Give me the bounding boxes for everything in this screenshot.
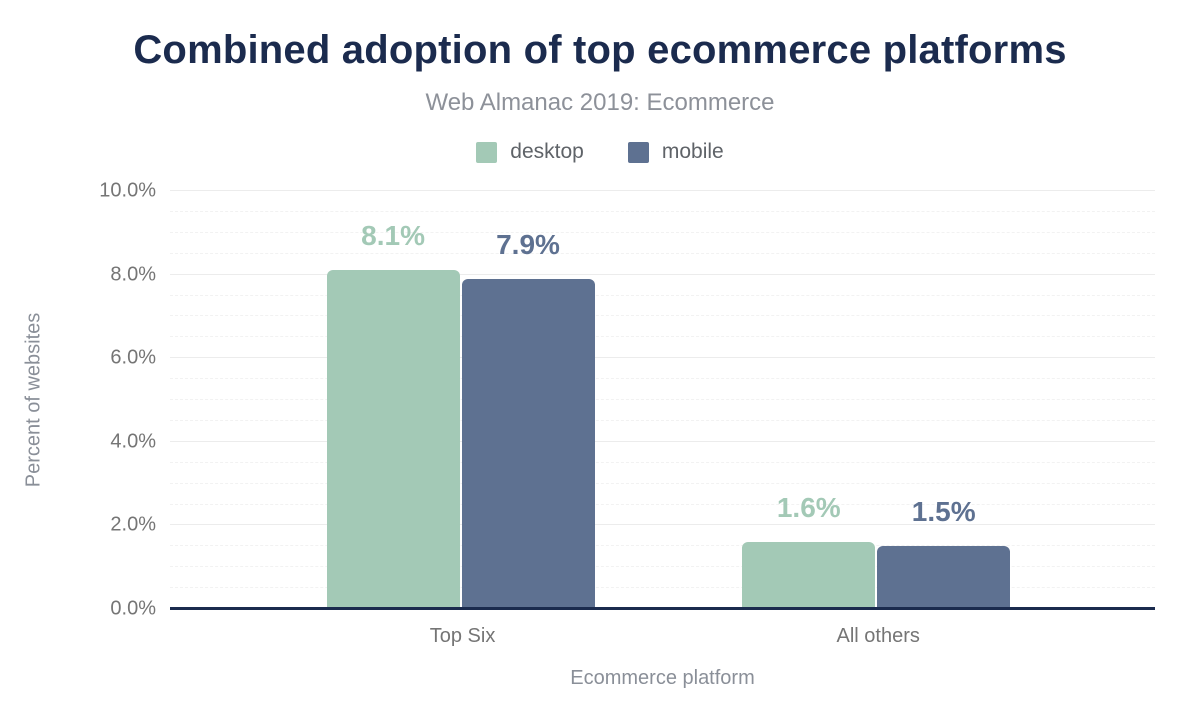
bar-slot-mobile-all-others: 1.5% <box>877 191 1011 609</box>
y-tick-2: 2.0% <box>110 513 156 536</box>
major-gridline <box>170 357 1155 359</box>
bar-mobile-top-six[interactable] <box>461 278 595 609</box>
bar-mobile-all-others[interactable] <box>877 546 1011 609</box>
major-gridline <box>170 524 1155 526</box>
y-axis-title: Percent of websites <box>22 312 45 488</box>
legend-label-desktop: desktop <box>510 140 584 163</box>
chart-area: Percent of websites 0.0% 2.0% 4.0% 6.0% … <box>0 180 1200 711</box>
legend-item-desktop[interactable]: desktop <box>476 140 584 164</box>
bar-value-label-mobile-all-others: 1.5% <box>911 496 976 528</box>
minor-gridline <box>170 378 1155 380</box>
minor-gridline <box>170 545 1155 547</box>
minor-gridline <box>170 482 1155 484</box>
y-tick-6: 6.0% <box>110 346 156 369</box>
bar-value-label-desktop-top-six: 8.1% <box>361 220 425 252</box>
minor-gridline <box>170 315 1155 317</box>
chart-subtitle: Web Almanac 2019: Ecommerce <box>425 89 775 116</box>
bar-value-label-mobile-top-six: 7.9% <box>496 228 560 260</box>
x-category-all-others: All others <box>836 625 920 647</box>
chart-title: Combined adoption of top ecommerce platf… <box>133 28 1067 72</box>
major-gridline <box>170 440 1155 442</box>
y-tick-10: 10.0% <box>99 179 156 202</box>
minor-gridline <box>170 566 1155 568</box>
bar-slot-desktop-top-six: 8.1% <box>326 191 460 609</box>
bar-desktop-top-six[interactable] <box>326 270 460 609</box>
legend-item-mobile[interactable]: mobile <box>627 140 724 164</box>
minor-gridline <box>170 294 1155 296</box>
minor-gridline <box>170 231 1155 233</box>
bar-value-label-desktop-all-others: 1.6% <box>776 492 841 524</box>
y-tick-4: 4.0% <box>110 430 156 453</box>
minor-gridline <box>170 419 1155 421</box>
desktop-swatch-icon <box>476 141 498 163</box>
bar-slot-mobile-top-six: 7.9% <box>461 191 595 609</box>
y-tick-0: 0.0% <box>110 597 156 620</box>
plot-area: 0.0% 2.0% 4.0% 6.0% 8.0% 10.0% 8.1% 7.9%… <box>99 180 1155 689</box>
minor-gridline <box>170 503 1155 505</box>
minor-gridline <box>170 587 1155 589</box>
legend-label-mobile: mobile <box>661 140 724 163</box>
minor-gridline <box>170 210 1155 212</box>
major-gridline <box>170 190 1155 191</box>
minor-gridline <box>170 252 1155 254</box>
x-category-top-six: Top Six <box>429 625 496 647</box>
minor-gridline <box>170 336 1155 338</box>
x-axis-title: Ecommerce platform <box>570 667 755 689</box>
x-axis-baseline <box>170 607 1155 610</box>
bar-desktop-all-others[interactable] <box>742 542 876 609</box>
minor-gridline <box>170 399 1155 400</box>
legend: desktop mobile <box>0 140 1200 164</box>
bar-slot-desktop-all-others: 1.6% <box>742 191 876 609</box>
mobile-swatch-icon <box>627 141 649 163</box>
y-tick-8: 8.0% <box>110 263 156 286</box>
major-gridline <box>170 273 1155 275</box>
minor-gridline <box>170 461 1155 463</box>
